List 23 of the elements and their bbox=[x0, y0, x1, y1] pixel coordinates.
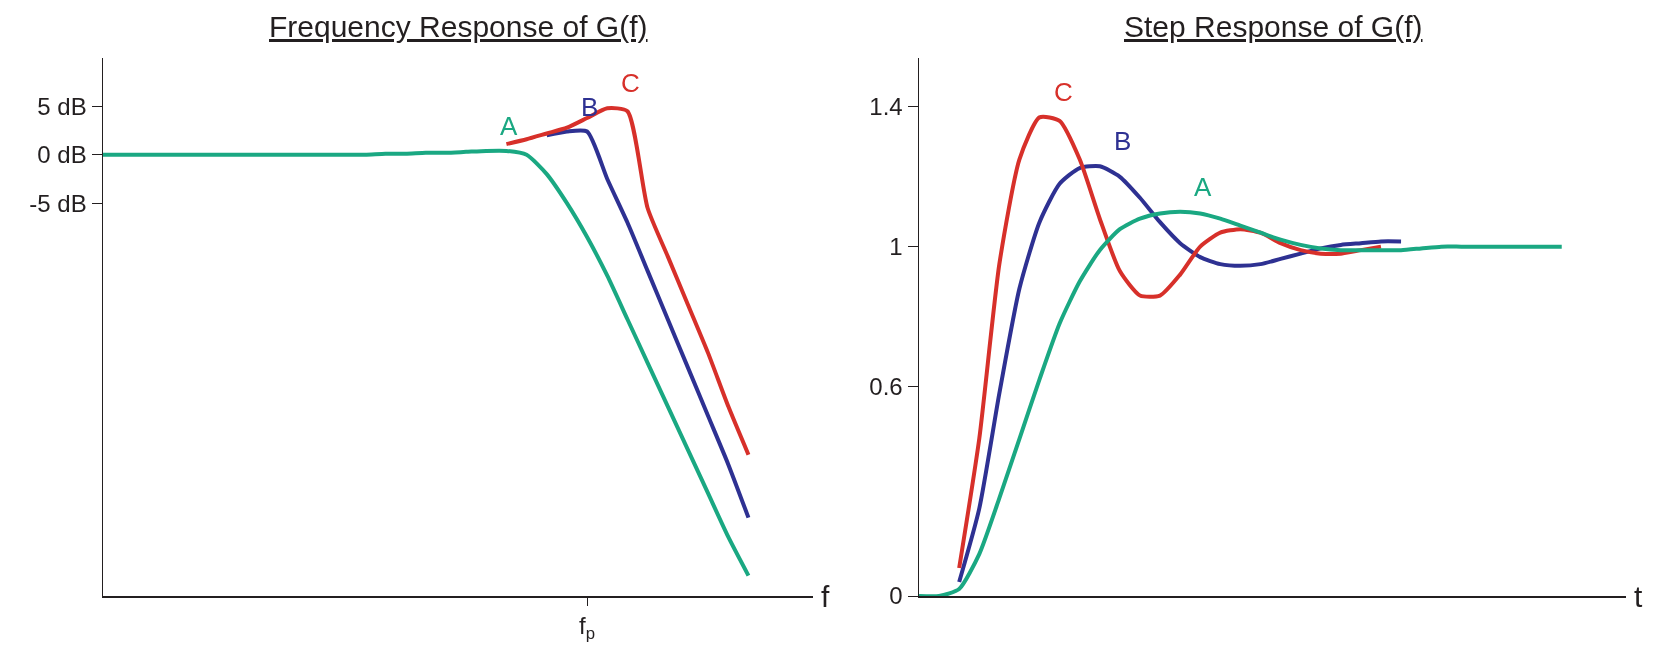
y-tick-label: 1 bbox=[889, 233, 903, 261]
y-tick-label: -5 dB bbox=[29, 189, 87, 217]
series-label: B bbox=[581, 92, 599, 122]
series-label: B bbox=[1114, 126, 1132, 156]
series-label: C bbox=[1054, 77, 1073, 107]
line-series bbox=[957, 115, 1383, 571]
x-tick-label: f$_{p}$ bbox=[579, 612, 596, 644]
chart-title: Frequency Response of G(f) bbox=[269, 10, 648, 43]
chart-title: Step Response of G(f) bbox=[1124, 10, 1423, 43]
series-label: A bbox=[1194, 172, 1212, 202]
y-tick-label: 0.6 bbox=[869, 372, 903, 400]
y-tick-label: 0 dB bbox=[37, 141, 87, 169]
x-axis-title: t bbox=[1634, 580, 1643, 613]
series-label: C bbox=[621, 68, 640, 98]
y-tick-label: 1.4 bbox=[869, 93, 903, 121]
line-series bbox=[919, 209, 1564, 596]
y-tick-label: 0 bbox=[889, 582, 903, 610]
series-label: A bbox=[500, 111, 518, 141]
line-series bbox=[957, 164, 1404, 585]
line-series bbox=[103, 148, 751, 578]
x-axis-title: f bbox=[821, 580, 830, 613]
y-tick-label: 5 dB bbox=[37, 92, 87, 120]
line-series bbox=[544, 128, 751, 520]
